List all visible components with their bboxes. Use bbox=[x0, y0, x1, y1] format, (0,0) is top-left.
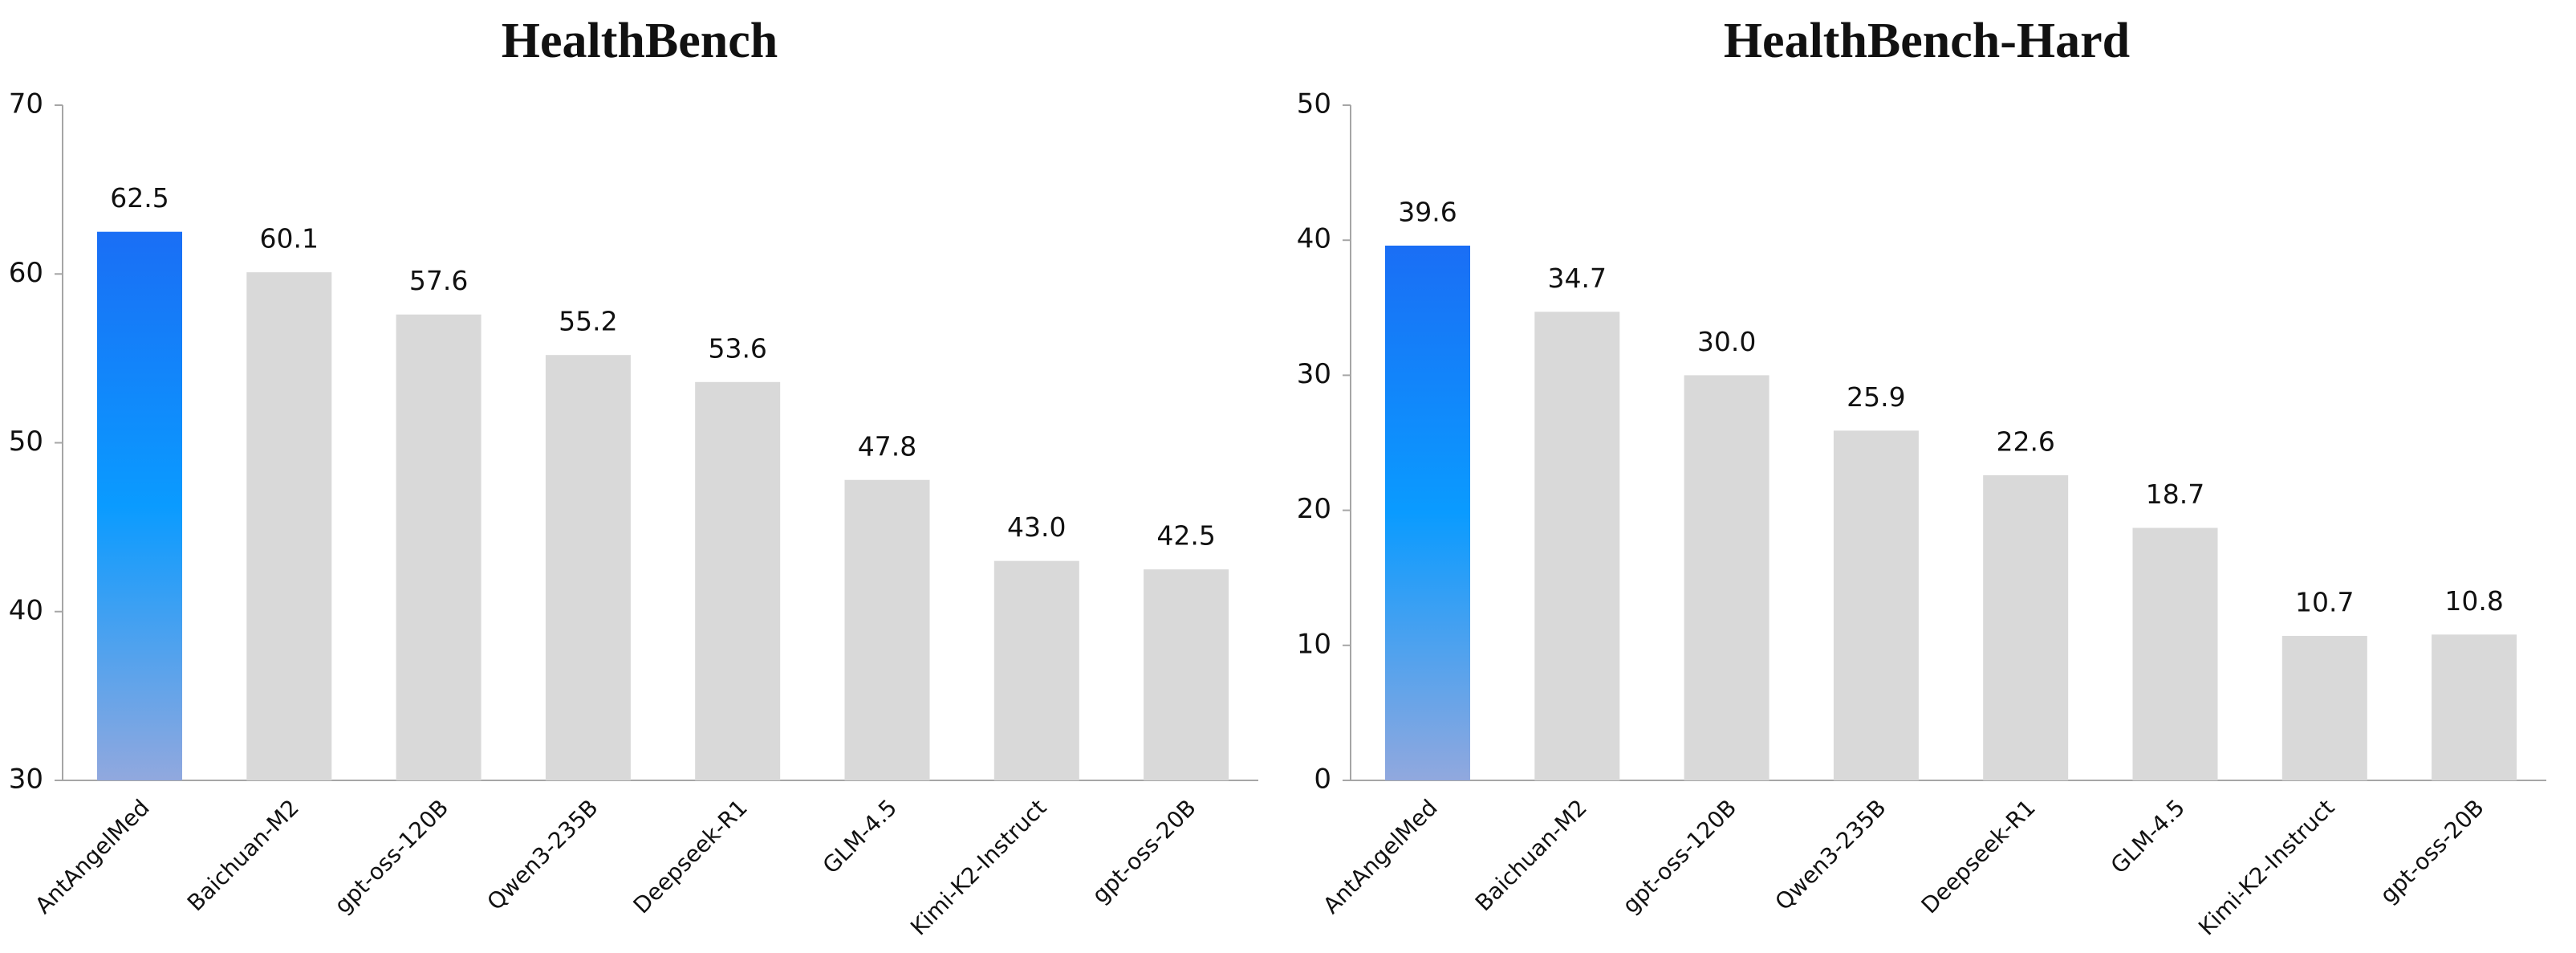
y-tick-label: 50 bbox=[1297, 88, 1331, 120]
x-tick-label: GLM-4.5 bbox=[2106, 794, 2190, 878]
bar bbox=[246, 272, 332, 781]
value-label: 47.8 bbox=[858, 430, 916, 462]
x-tick-label: Qwen3-235B bbox=[482, 794, 603, 915]
value-label: 22.6 bbox=[1996, 426, 2054, 457]
bar bbox=[993, 560, 1079, 780]
value-label: 25.9 bbox=[1847, 381, 1905, 413]
value-label: 18.7 bbox=[2146, 479, 2204, 510]
chart-title: HealthBench-Hard bbox=[1724, 14, 2130, 68]
x-tick-label: gpt-oss-20B bbox=[2375, 794, 2489, 908]
x-tick-label: Kimi-K2-Instruct bbox=[2193, 794, 2339, 940]
x-tick-label: Baichuan-M2 bbox=[1470, 794, 1592, 916]
bar bbox=[545, 355, 631, 780]
bar bbox=[1684, 375, 1769, 780]
y-tick-label: 30 bbox=[1297, 358, 1331, 390]
y-tick-label: 0 bbox=[1314, 764, 1331, 796]
value-label: 43.0 bbox=[1007, 511, 1066, 543]
x-tick-label: Kimi-K2-Instruct bbox=[905, 794, 1051, 940]
x-tick-label: gpt-oss-120B bbox=[1617, 794, 1741, 918]
bar bbox=[2281, 636, 2367, 780]
bar bbox=[97, 231, 182, 780]
bar bbox=[695, 381, 781, 780]
y-tick-label: 60 bbox=[9, 257, 43, 289]
bar bbox=[844, 479, 930, 780]
y-tick-label: 40 bbox=[1297, 223, 1331, 255]
value-label: 10.8 bbox=[2444, 585, 2503, 617]
x-tick-label: Deepseek-R1 bbox=[628, 794, 753, 918]
value-label: 30.0 bbox=[1697, 326, 1756, 357]
x-tick-label: gpt-oss-20B bbox=[1087, 794, 1201, 908]
bar bbox=[396, 314, 481, 781]
y-tick-label: 10 bbox=[1297, 628, 1331, 660]
y-tick-label: 40 bbox=[9, 594, 43, 626]
x-tick-label: Deepseek-R1 bbox=[1916, 794, 2041, 918]
x-tick-label: Qwen3-235B bbox=[1770, 794, 1891, 915]
y-tick-label: 30 bbox=[9, 764, 43, 796]
x-tick-label: GLM-4.5 bbox=[818, 794, 902, 878]
x-tick-label: AntAngelMed bbox=[30, 794, 154, 918]
bar bbox=[2132, 527, 2218, 780]
value-label: 62.5 bbox=[110, 182, 169, 214]
y-tick-label: 50 bbox=[9, 426, 43, 458]
value-label: 10.7 bbox=[2295, 587, 2354, 618]
bar bbox=[1385, 245, 1470, 781]
chart-title: HealthBench bbox=[502, 14, 778, 68]
value-label: 53.6 bbox=[708, 332, 766, 364]
bar bbox=[2432, 634, 2517, 780]
value-label: 55.2 bbox=[559, 306, 617, 337]
bar bbox=[1983, 474, 2069, 780]
value-label: 42.5 bbox=[1156, 520, 1215, 552]
bar bbox=[1833, 430, 1919, 780]
bar bbox=[1144, 569, 1229, 780]
y-tick-label: 20 bbox=[1297, 493, 1331, 525]
bar bbox=[1534, 312, 1620, 780]
x-tick-label: Baichuan-M2 bbox=[182, 794, 304, 916]
value-label: 39.6 bbox=[1398, 196, 1457, 227]
x-tick-label: AntAngelMed bbox=[1318, 794, 1442, 918]
y-tick-label: 70 bbox=[9, 88, 43, 120]
value-label: 57.6 bbox=[409, 265, 468, 296]
value-label: 60.1 bbox=[260, 223, 319, 255]
value-label: 34.7 bbox=[1548, 263, 1607, 294]
x-tick-label: gpt-oss-120B bbox=[329, 794, 453, 918]
